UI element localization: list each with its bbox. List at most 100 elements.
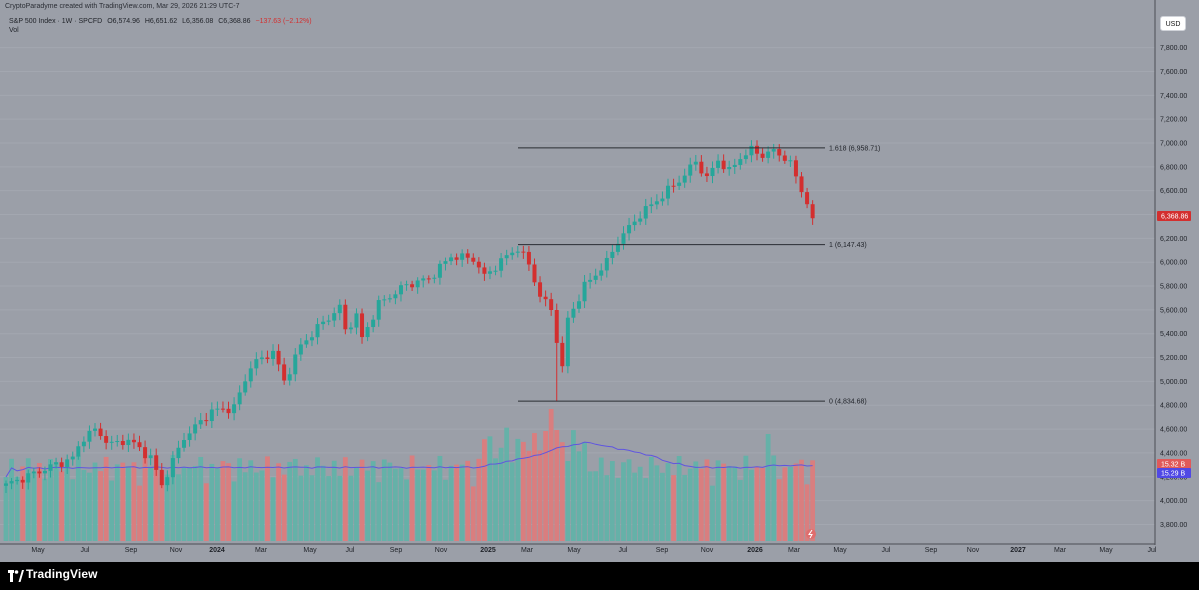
volume-bar [309,475,315,541]
candle-body [365,327,370,338]
candle-body [187,433,192,441]
volume-bar [114,464,120,541]
time-tick-label: Jul [619,547,628,554]
candle-body [682,175,687,183]
volume-bar [120,462,126,541]
candle-body [799,176,804,193]
volume-bar [292,458,298,541]
volume-bar [782,467,788,541]
time-tick-label: Sep [925,547,938,554]
candle [660,191,665,206]
candle [538,276,543,303]
candle-body [582,281,587,302]
candle [360,308,365,344]
candle [510,247,515,260]
candle [198,412,203,429]
candle-body [31,471,36,474]
price-tick-label: 4,800.00 [1160,403,1187,410]
volume-bar [632,472,638,541]
candle-body [15,479,20,482]
candle-body [9,481,14,484]
volume-bar [654,465,660,541]
candle-body [777,149,782,156]
candle-body [287,374,292,381]
candle-body [543,296,548,300]
candle-body [576,301,581,309]
candle [749,140,754,163]
candle [293,348,298,382]
volume-bar [242,472,248,541]
volume-bar [571,430,576,541]
candle [48,460,53,478]
volume-bar [787,466,793,541]
volume-bar [81,469,87,541]
volume-bar [409,455,415,541]
candle-body [426,278,431,280]
candle [232,397,237,421]
candle [282,357,287,385]
candle-body [276,350,281,365]
fib-retracement[interactable]: 1.618 (6,958.71) 1 (6,147.43) 0 (4,834.68) [518,145,880,406]
candle-body [360,313,365,338]
candle [554,303,559,402]
candle [788,155,793,167]
candle-body [810,204,815,219]
last-price-badge: 6,368.86 [1161,214,1188,221]
candle-body [760,153,765,158]
candle [209,402,214,429]
time-axis[interactable]: May Jul Sep Nov 2024 Mar May Jul Sep Nov 2025 Mar Ma… [0,543,1157,554]
candle [398,281,403,302]
candle [610,244,615,265]
candle-body [271,350,276,360]
candle [565,311,570,374]
candle-body [526,251,531,265]
volume-bar [265,456,270,541]
candle [599,263,604,281]
symbol-legend[interactable]: S&P 500 Index · 1W · SPCFD O6,574.96 H6,… [9,17,315,27]
candle [682,168,687,188]
volume-bar [465,460,471,541]
candle [26,469,31,490]
volume-bar [20,466,26,541]
candle-body [243,381,248,393]
chart-canvas[interactable]: 1.618 (6,958.71) 1 (6,147.43) 0 (4,834.68)… [0,0,1199,562]
candle-body [632,221,637,226]
volume-bar [721,463,727,541]
price-tick-label: 4,400.00 [1160,450,1187,457]
candle [248,361,253,388]
currency-button[interactable]: USD [1160,16,1186,31]
time-tick-label: Jul [346,547,355,554]
candle [371,315,376,333]
candle-body [309,337,314,341]
candle [743,149,748,164]
symbol-name[interactable]: S&P 500 Index · 1W · SPCFD [9,18,103,25]
candle-body [716,160,721,168]
candle [543,290,548,307]
volume-bar [604,475,610,541]
candle [704,166,709,182]
candle [671,178,676,193]
candle-body [382,299,387,301]
candle-body [87,430,92,442]
candle [532,258,537,286]
volume-bar [482,439,487,541]
time-tick-label: May [833,547,847,554]
candle-body [499,258,504,271]
volume-bar [459,464,465,541]
volume-bar [587,471,593,541]
volume-legend[interactable]: Vol [9,27,19,34]
candle [571,302,576,323]
candle [309,331,314,347]
candle [81,436,86,453]
volume-bar [75,455,81,541]
candle-body [410,284,415,288]
time-tick-label: Sep [656,547,669,554]
candle [793,155,798,184]
candle-body [170,458,175,478]
candle [782,150,787,164]
candle-body [549,299,554,311]
candle [332,307,337,327]
candle [287,367,292,386]
volume-bar [443,479,448,541]
volume-bar [209,463,215,541]
